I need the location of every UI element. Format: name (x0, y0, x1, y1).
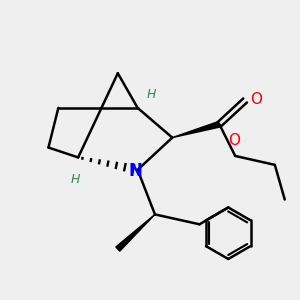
Text: H: H (147, 88, 156, 100)
Text: H: H (71, 173, 80, 186)
Polygon shape (116, 214, 155, 251)
Polygon shape (172, 122, 220, 138)
Text: N: N (129, 162, 142, 180)
Text: O: O (250, 92, 262, 107)
Text: O: O (228, 133, 240, 148)
